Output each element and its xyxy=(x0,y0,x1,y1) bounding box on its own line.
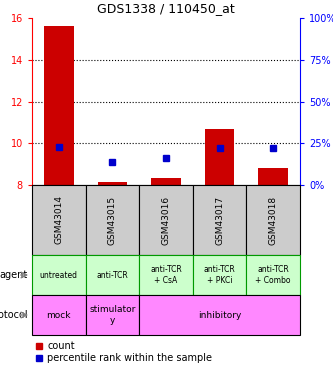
Bar xyxy=(86,295,139,335)
Bar xyxy=(98,182,127,185)
Text: protocol: protocol xyxy=(0,310,28,320)
Text: untreated: untreated xyxy=(40,270,78,279)
Text: anti-TCR
+ CsA: anti-TCR + CsA xyxy=(150,265,182,285)
Bar xyxy=(86,255,139,295)
Text: mock: mock xyxy=(47,310,71,320)
Bar xyxy=(32,295,86,335)
Text: inhibitory: inhibitory xyxy=(198,310,241,320)
Bar xyxy=(32,185,86,255)
Bar xyxy=(193,185,246,255)
Text: anti-TCR
+ PKCi: anti-TCR + PKCi xyxy=(204,265,235,285)
Bar xyxy=(44,26,74,185)
Bar xyxy=(193,255,246,295)
Bar xyxy=(32,255,86,295)
Text: percentile rank within the sample: percentile rank within the sample xyxy=(47,353,212,363)
Text: anti-TCR
+ Combo: anti-TCR + Combo xyxy=(255,265,291,285)
Title: GDS1338 / 110450_at: GDS1338 / 110450_at xyxy=(97,3,235,15)
Text: GSM43015: GSM43015 xyxy=(108,195,117,244)
Bar xyxy=(151,178,181,185)
Text: GSM43017: GSM43017 xyxy=(215,195,224,244)
Text: stimulator
y: stimulator y xyxy=(89,305,136,325)
Text: GSM43014: GSM43014 xyxy=(54,195,63,244)
Bar xyxy=(258,168,288,185)
Text: GSM43016: GSM43016 xyxy=(162,195,170,244)
Bar xyxy=(205,129,234,185)
Bar xyxy=(139,255,193,295)
Bar xyxy=(246,255,300,295)
Text: agent: agent xyxy=(0,270,28,280)
Text: count: count xyxy=(47,341,75,351)
Bar xyxy=(139,185,193,255)
Bar xyxy=(139,295,300,335)
Text: GSM43018: GSM43018 xyxy=(269,195,278,244)
Text: anti-TCR: anti-TCR xyxy=(97,270,128,279)
Bar xyxy=(86,185,139,255)
Bar xyxy=(246,185,300,255)
